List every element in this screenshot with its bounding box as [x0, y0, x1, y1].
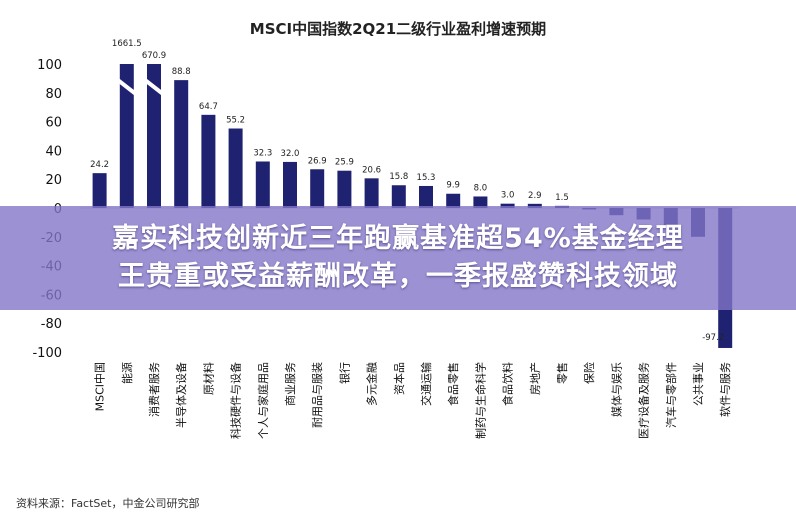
value-label: 55.2	[226, 116, 245, 126]
category-label: 汽车与零部件	[664, 362, 678, 428]
bar	[201, 114, 216, 208]
value-label: 64.7	[199, 102, 218, 112]
bar	[500, 203, 515, 208]
y-tick-label: 40	[45, 144, 62, 159]
category-label: 个人与家庭用品	[256, 362, 270, 439]
value-label: -97.2	[702, 333, 724, 343]
category-label: 商业服务	[283, 362, 297, 406]
value-label: 32.3	[253, 148, 272, 158]
bar	[174, 80, 189, 208]
y-tick-label: 20	[45, 173, 62, 188]
category-label: 银行	[337, 362, 351, 384]
bar	[419, 185, 433, 208]
label-layer: 24.2 MSCI中国 1661.5 能源 670.9 消费者服务 88.8 半导体及设备 64…	[90, 39, 732, 439]
category-label: 软件与服务	[718, 362, 732, 417]
value-label: 20.6	[362, 165, 381, 175]
bar	[337, 170, 352, 208]
category-label: 零售	[555, 362, 569, 384]
bar	[255, 161, 270, 208]
value-label: 670.9	[142, 51, 166, 61]
y-tick-label: -100	[32, 346, 62, 361]
category-label: 医疗设备及服务	[637, 362, 651, 439]
value-label: 32.0	[281, 149, 300, 159]
category-label: 房地产	[528, 362, 542, 395]
category-label: MSCI中国	[94, 362, 107, 411]
value-label: 1.5	[555, 193, 569, 203]
value-label: 26.9	[308, 156, 327, 166]
category-label: 食品饮料	[501, 362, 515, 406]
bar	[446, 193, 461, 208]
source-note: 资料来源：FactSet，中金公司研究部	[16, 496, 199, 510]
bar	[364, 178, 379, 208]
headline-line-1: 嘉实科技创新近三年跑赢基准超54%基金经理	[112, 223, 684, 254]
category-label: 食品零售	[446, 362, 460, 406]
value-label: 15.8	[389, 172, 408, 182]
headline-banner: 嘉实科技创新近三年跑赢基准超54%基金经理 王贵重或受益薪酬改革，一季报盛赞科技…	[0, 206, 796, 310]
category-label: 消费者服务	[147, 362, 161, 417]
category-label: 媒体与娱乐	[609, 362, 623, 417]
category-label: 交通运输	[419, 362, 433, 406]
value-label: 2.9	[528, 191, 542, 201]
bar	[527, 203, 542, 208]
bar	[92, 173, 107, 208]
category-label: 公共事业	[692, 362, 705, 406]
value-label: 15.3	[417, 173, 436, 183]
y-tick-label: -80	[41, 317, 62, 332]
category-label: 资本品	[392, 362, 406, 395]
value-label: 1661.5	[112, 39, 142, 49]
value-label: 8.0	[474, 183, 488, 193]
category-label: 科技硬件与设备	[229, 362, 243, 439]
value-label: 3.0	[501, 191, 515, 201]
category-label: 保险	[582, 362, 596, 384]
value-label: 24.2	[90, 160, 109, 170]
y-tick-label: 60	[45, 116, 62, 131]
bar	[391, 185, 406, 208]
category-label: 多元金融	[365, 362, 379, 406]
value-label: 9.9	[446, 181, 460, 191]
y-tick-label: 80	[45, 87, 62, 102]
value-label: 25.9	[335, 158, 354, 168]
bar	[147, 64, 161, 208]
axis-break-mark	[143, 78, 165, 96]
category-label: 能源	[120, 362, 134, 384]
headline-line-2: 王贵重或受益薪酬改革，一季报盛赞科技领域	[118, 261, 678, 292]
axis-break-mark	[116, 78, 138, 96]
category-label: 制药与生命科学	[473, 362, 487, 439]
y-tick-label: 100	[37, 58, 62, 73]
bar	[310, 169, 325, 208]
category-label: 半导体及设备	[174, 362, 188, 428]
category-label: 原材料	[201, 362, 215, 395]
bar	[283, 161, 297, 208]
bar	[473, 196, 488, 208]
chart-title: MSCI中国指数2Q21二级行业盈利增速预期	[250, 20, 546, 38]
bar	[119, 64, 134, 208]
value-label: 88.8	[172, 67, 191, 77]
category-label: 耐用品与服装	[311, 362, 324, 428]
bar	[228, 128, 243, 208]
